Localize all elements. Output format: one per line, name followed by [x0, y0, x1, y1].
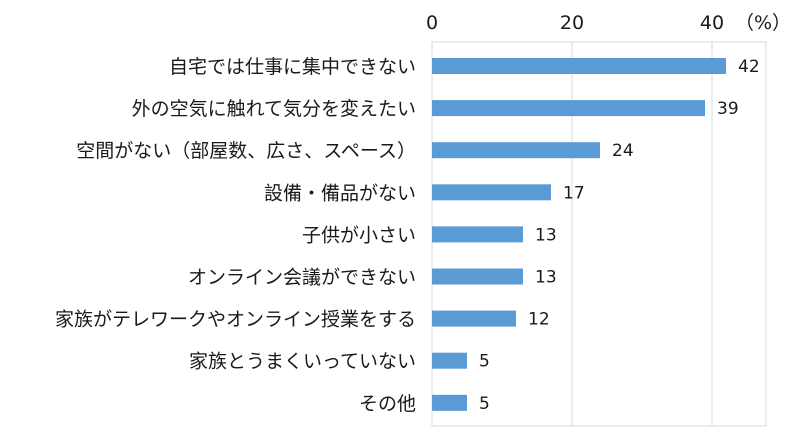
category-label: 外の空気に触れて気分を変えたい	[132, 98, 416, 120]
data-label: 39	[717, 99, 739, 119]
bar	[432, 394, 467, 411]
bar	[432, 352, 467, 369]
category-label: オンライン会議ができない	[188, 267, 416, 289]
tick-labels: 0 20 40	[426, 12, 724, 34]
bar	[432, 268, 523, 285]
bar	[432, 142, 600, 159]
gridlines	[571, 42, 713, 426]
category-label: 家族とうまくいっていない	[189, 351, 416, 373]
bar	[432, 58, 726, 74]
category-label: その他	[359, 393, 416, 415]
data-label: 42	[738, 57, 760, 77]
bar	[432, 310, 516, 327]
data-label: 24	[612, 141, 634, 161]
data-label: 5	[479, 352, 490, 372]
x-tick-label: 0	[426, 12, 438, 34]
x-tick-label: 40	[700, 12, 724, 34]
category-label: 設備・備品がない	[264, 182, 416, 204]
data-label: 13	[535, 268, 557, 288]
data-label: 12	[528, 310, 550, 330]
data-label: 17	[563, 183, 585, 203]
category-label: 空間がない（部屋数、広さ、スペース）	[76, 140, 416, 162]
bars	[432, 58, 726, 411]
axis-unit-label: （%）	[735, 12, 791, 34]
data-label: 5	[479, 394, 490, 414]
bar	[432, 184, 551, 201]
category-label: 子供が小さい	[302, 224, 416, 246]
category-labels: 自宅では仕事に集中できない外の空気に触れて気分を変えたい空間がない（部屋数、広さ…	[55, 56, 416, 415]
data-label: 13	[535, 225, 557, 245]
bar	[432, 226, 523, 243]
bar	[432, 100, 705, 117]
category-label: 自宅では仕事に集中できない	[169, 56, 416, 78]
data-labels: 42 39 24 17 13 13 12 5 5	[479, 57, 760, 414]
x-tick-label: 20	[560, 12, 584, 34]
category-label: 家族がテレワークやオンライン授業をする	[55, 309, 416, 331]
